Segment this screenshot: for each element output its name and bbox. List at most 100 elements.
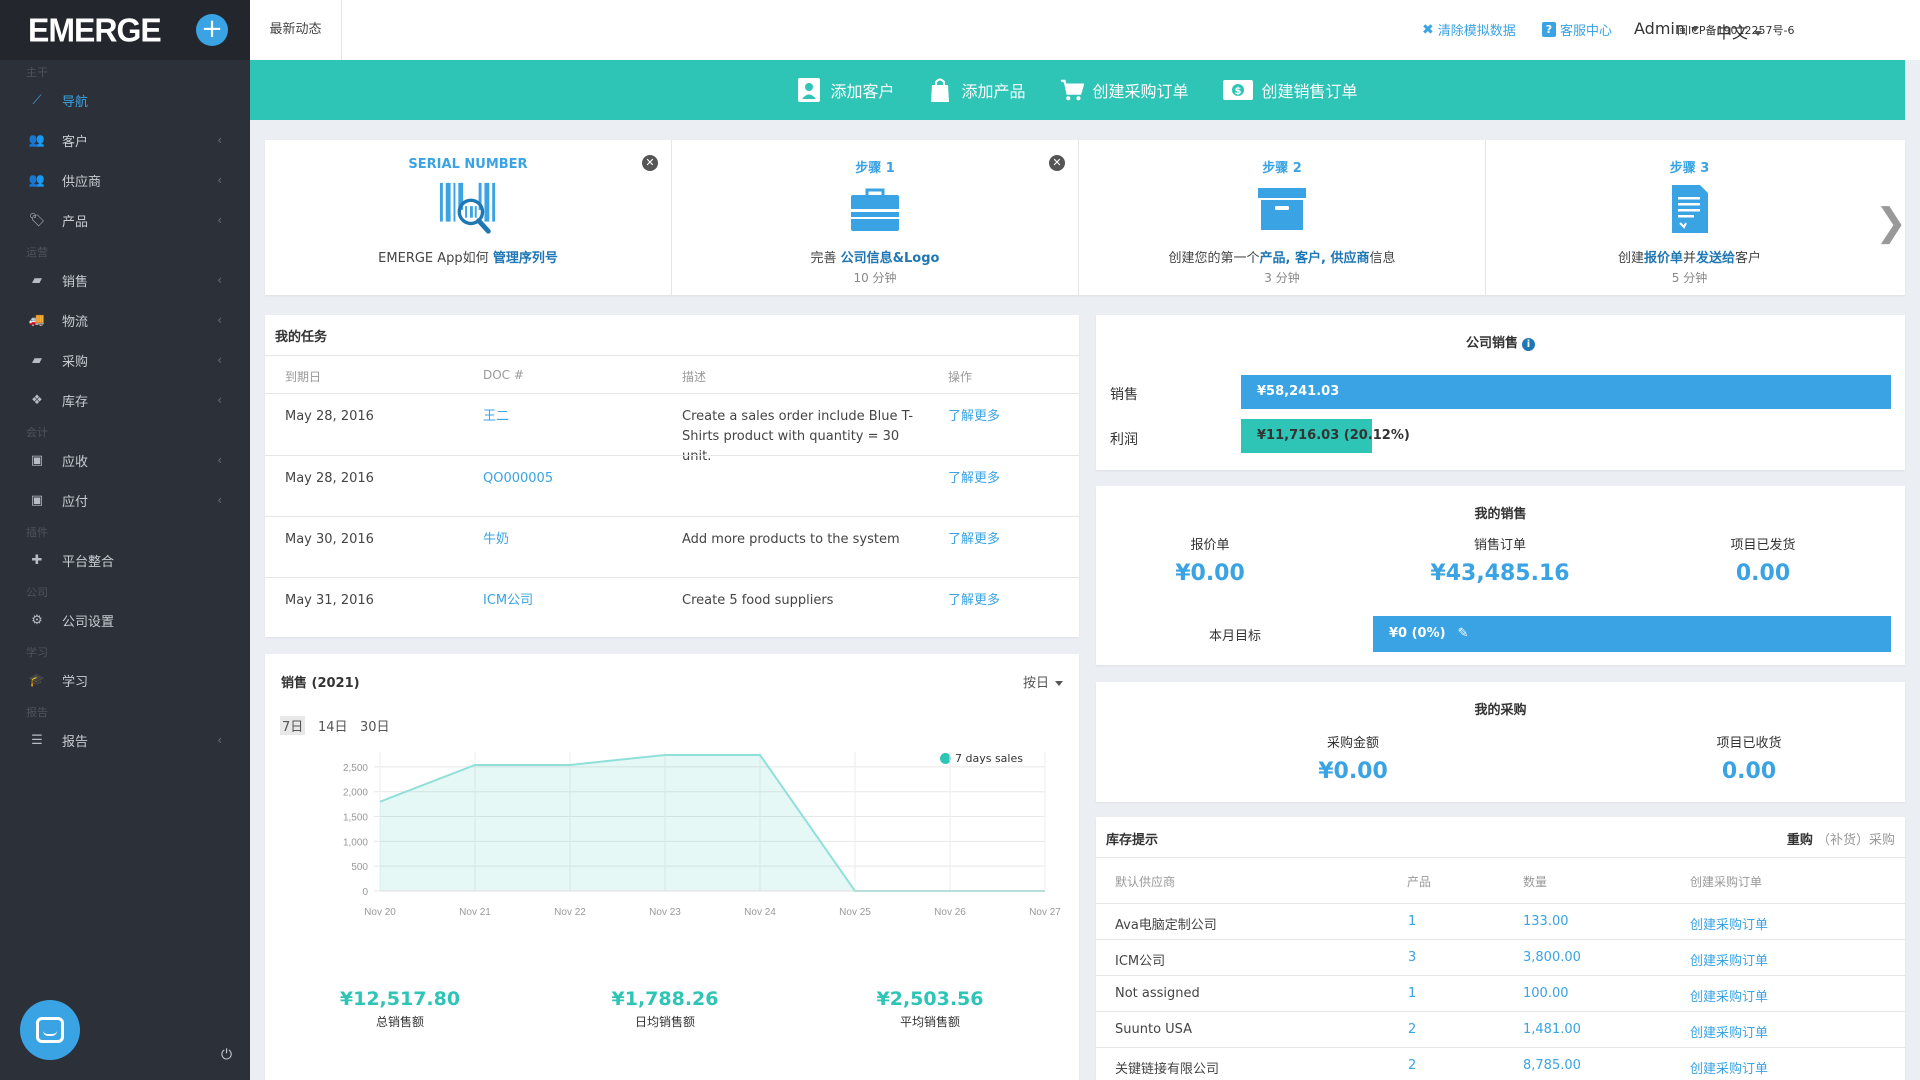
chevron-right-icon[interactable]: ❯ — [1875, 200, 1907, 244]
range-7-days[interactable]: 7日 — [280, 716, 306, 735]
create-po-link[interactable]: 创建采购订单 — [1690, 1026, 1769, 1041]
add-product-button[interactable]: 添加产品 — [928, 78, 1026, 102]
clear-demo-data-link[interactable]: ✖ 清除模拟数据 — [1422, 20, 1516, 40]
task-doc-link[interactable]: ICM公司 — [483, 593, 534, 608]
chart-legend[interactable]: 7 days sales — [940, 752, 1023, 765]
user-dropdown[interactable]: Admin — [1634, 19, 1699, 38]
product-count[interactable]: 3 — [1408, 950, 1417, 965]
sales-area-chart: 0 500 1,000 1,500 2,000 2,500 Nov 20 Nov 21 Nov … — [343, 752, 1061, 918]
legend-swatch — [940, 753, 951, 764]
learn-more-link[interactable]: 了解更多 — [948, 532, 1001, 547]
close-icon[interactable]: ✕ — [642, 155, 658, 171]
y-tick-label: 1,000 — [343, 837, 368, 848]
quantity[interactable]: 133.00 — [1523, 914, 1569, 929]
step-link[interactable]: 产品, 客户, 供应商 — [1259, 251, 1370, 266]
step-3[interactable]: 步骤 3 创建报价单并发送给客户 5 分钟 — [1486, 140, 1893, 295]
pencil-icon[interactable]: ✎ — [1457, 626, 1469, 641]
shopping-cart-icon — [1060, 78, 1084, 102]
sidebar-nav: 主干 ⟋ 导航 👥 客户 ‹ 👥 供应商 ‹ 🏷 产品 ‹ 运营 ▰ 销售 ‹ 🚚 物流 ‹ ▰ 采购 ‹ ❖ 库存 ‹ 会计 ▣ 应… — [0, 66, 250, 760]
tab-latest-news[interactable]: 最新动态 — [250, 0, 342, 60]
sidebar-item[interactable]: ▰ 采购 ‹ — [0, 340, 250, 380]
quantity[interactable]: 100.00 — [1523, 986, 1569, 1001]
chat-icon — [36, 1017, 64, 1043]
step-link[interactable]: 报价单 — [1643, 251, 1683, 266]
step-serial-number[interactable]: SERIAL NUMBER EMERGE App如何 管理序列号 ✕ — [265, 140, 672, 295]
briefcase-icon — [845, 181, 905, 237]
product-count[interactable]: 1 — [1408, 914, 1417, 929]
create-purchase-order-button[interactable]: 创建采购订单 — [1060, 78, 1189, 102]
sidebar-item[interactable]: ▣ 应付 ‹ — [0, 480, 250, 520]
x-tick-label: Nov 20 — [364, 907, 396, 918]
step-link[interactable]: 发送给 — [1696, 251, 1736, 266]
language-dropdown[interactable]: 中文 — [1716, 19, 1763, 43]
sidebar-item[interactable]: 🏷 产品 ‹ — [0, 200, 250, 240]
tab-replenish[interactable]: （补货）采购 — [1816, 833, 1895, 848]
help-center-link[interactable]: ? 客服中心 — [1542, 20, 1612, 39]
add-customer-button[interactable]: 添加客户 — [797, 78, 894, 102]
purchase-amount-stat: 采购金额 ¥0.00 — [1318, 736, 1388, 784]
sidebar-item-label: 客户 — [62, 134, 89, 150]
y-tick-label: 2,000 — [343, 788, 368, 799]
quantity[interactable]: 1,481.00 — [1523, 1022, 1581, 1037]
graduation-cap-icon: 🎓 — [28, 672, 46, 688]
info-icon[interactable]: i — [1522, 338, 1535, 351]
create-po-link[interactable]: 创建采购订单 — [1690, 954, 1769, 969]
quantity[interactable]: 3,800.00 — [1523, 950, 1581, 965]
period-dropdown[interactable]: 按日 — [1023, 672, 1063, 691]
sidebar-item[interactable]: 👥 客户 ‹ — [0, 120, 250, 160]
add-button[interactable]: + — [196, 14, 228, 46]
product-count[interactable]: 1 — [1408, 986, 1417, 1001]
column-header: 创建采购订单 — [1690, 875, 1763, 889]
sidebar-item[interactable]: ❖ 库存 ‹ — [0, 380, 250, 420]
learn-more-link[interactable]: 了解更多 — [948, 471, 1001, 486]
task-doc-link[interactable]: 王二 — [483, 409, 510, 424]
create-po-link[interactable]: 创建采购订单 — [1690, 918, 1769, 933]
chat-button[interactable] — [20, 1000, 80, 1060]
sales-chart-panel: 销售 (2021) 按日 7日 14日 30日 7 days sales 0 50… — [265, 654, 1079, 1080]
sidebar-item-label: 应付 — [62, 494, 89, 510]
sidebar-item-label: 公司设置 — [62, 614, 115, 630]
vendor-name: Suunto USA — [1115, 1022, 1193, 1037]
panel-title: 公司销售 i — [1096, 332, 1905, 351]
sidebar-item-label: 销售 — [62, 274, 89, 290]
book-icon: ▰ — [32, 272, 42, 288]
divider — [265, 516, 1079, 517]
learn-more-link[interactable]: 了解更多 — [948, 409, 1001, 424]
task-due-date: May 28, 2016 — [285, 471, 374, 486]
sidebar-item[interactable]: ⟋ 导航 — [0, 80, 250, 120]
step-2[interactable]: 步骤 2 创建您的第一个产品, 客户, 供应商信息 3 分钟 — [1079, 140, 1486, 295]
cubes-icon: ❖ — [31, 392, 43, 408]
close-icon[interactable]: ✕ — [1049, 155, 1065, 171]
range-30-days[interactable]: 30日 — [360, 720, 390, 735]
learn-more-link[interactable]: 了解更多 — [948, 593, 1001, 608]
chevron-left-icon: ‹ — [217, 493, 222, 507]
sidebar-item[interactable]: ⚙ 公司设置 — [0, 600, 250, 640]
sidebar-item[interactable]: ✚ 平台整合 — [0, 540, 250, 580]
product-count[interactable]: 2 — [1408, 1058, 1417, 1073]
tab-reorder[interactable]: 重购 — [1786, 833, 1813, 848]
language-label: 中文 — [1716, 23, 1749, 42]
vendor-name: Ava电脑定制公司 — [1115, 918, 1217, 933]
sidebar-item[interactable]: ▰ 销售 ‹ — [0, 260, 250, 300]
product-count[interactable]: 2 — [1408, 1022, 1417, 1037]
task-doc-link[interactable]: QO000005 — [483, 471, 554, 486]
kpi-daily-avg: ¥1,788.26 日均销售额 — [611, 988, 719, 1029]
task-doc-link[interactable]: 牛奶 — [483, 532, 510, 547]
sidebar-section-label: 插件 — [26, 526, 48, 539]
monthly-target-bar[interactable]: ¥0 (0%) ✎ — [1373, 616, 1891, 652]
sidebar-item[interactable]: 👥 供应商 ‹ — [0, 160, 250, 200]
sidebar-item[interactable]: 🚚 物流 ‹ — [0, 300, 250, 340]
step-1[interactable]: 步骤 1 完善 公司信息&Logo 10 分钟 ✕ — [672, 140, 1079, 295]
create-po-link[interactable]: 创建采购订单 — [1690, 1062, 1769, 1077]
create-sales-order-button[interactable]: $ 创建销售订单 — [1222, 78, 1358, 102]
sidebar-item[interactable]: ▣ 应收 ‹ — [0, 440, 250, 480]
step-link[interactable]: 管理序列号 — [492, 251, 558, 266]
legend-label: 7 days sales — [955, 752, 1023, 765]
sidebar-item[interactable]: ☰ 报告 ‹ — [0, 720, 250, 760]
power-icon[interactable]: ⏻ — [221, 1047, 233, 1063]
create-po-link[interactable]: 创建采购订单 — [1690, 990, 1769, 1005]
range-14-days[interactable]: 14日 — [318, 720, 348, 735]
sidebar-item[interactable]: 🎓 学习 — [0, 660, 250, 700]
quantity[interactable]: 8,785.00 — [1523, 1058, 1581, 1073]
step-link[interactable]: 公司信息&Logo — [840, 251, 940, 266]
